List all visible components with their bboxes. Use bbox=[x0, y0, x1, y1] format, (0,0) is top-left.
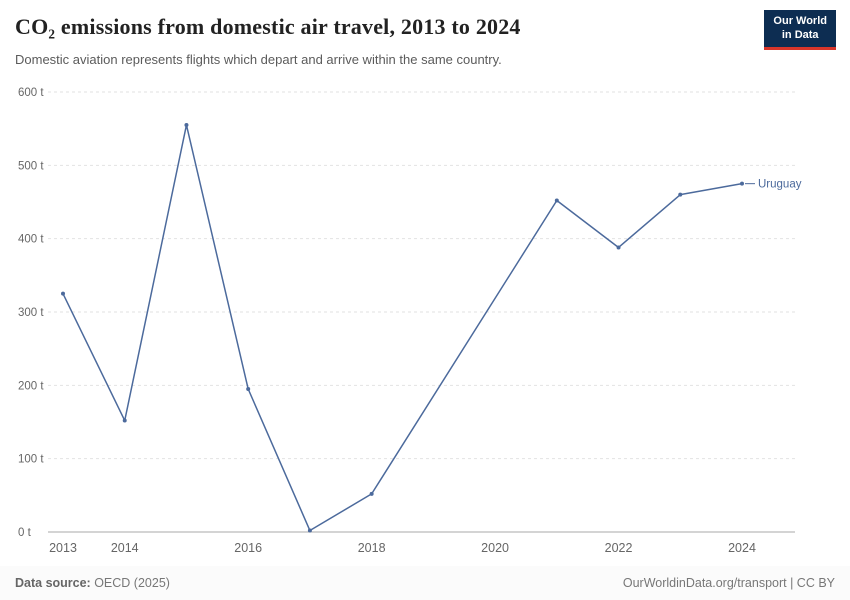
x-tick-label: 2018 bbox=[358, 541, 386, 555]
data-point[interactable] bbox=[369, 491, 374, 496]
footer-link[interactable]: OurWorldinData.org/transport | CC BY bbox=[622, 576, 835, 590]
series-line[interactable] bbox=[62, 124, 743, 532]
logo-line2: in Data bbox=[781, 28, 819, 41]
y-tick-label: 400 t bbox=[18, 234, 44, 246]
data-point[interactable] bbox=[61, 291, 65, 296]
line-chart-canvas: 0 t 100 t 200 t 300 t 400 t 500 t 600 t 2013 201… bbox=[18, 87, 802, 555]
y-tick-label: 300 t bbox=[18, 307, 44, 319]
data-source-label: Data source: bbox=[15, 576, 91, 590]
chart-header: CO₂ emissions from domestic air travel, … bbox=[0, 0, 850, 84]
data-point[interactable] bbox=[184, 123, 189, 127]
data-point[interactable] bbox=[307, 528, 312, 533]
owid-logo[interactable]: Our World in Data bbox=[764, 10, 836, 50]
data-point[interactable] bbox=[246, 387, 251, 391]
x-tick-label: 2022 bbox=[605, 541, 633, 555]
data-point[interactable] bbox=[616, 245, 621, 250]
y-tick-label: 200 t bbox=[18, 380, 44, 392]
x-tick-label: 2024 bbox=[728, 541, 756, 555]
x-tick-label: 2014 bbox=[111, 541, 139, 555]
y-tick-label: 0 t bbox=[18, 527, 32, 539]
page-title: CO₂ emissions from domestic air travel, … bbox=[15, 14, 521, 39]
data-point[interactable] bbox=[740, 181, 744, 186]
data-point[interactable] bbox=[678, 192, 683, 197]
data-source-value: OECD (2025) bbox=[90, 576, 170, 590]
data-source: Data source: OECD (2025) bbox=[15, 576, 170, 590]
y-tick-label: 100 t bbox=[18, 454, 44, 466]
chart-subtitle: Domestic aviation represents flights whi… bbox=[15, 52, 502, 67]
data-point[interactable] bbox=[554, 198, 559, 203]
x-tick-label: 2013 bbox=[49, 541, 77, 555]
y-tick-label: 600 t bbox=[18, 87, 44, 99]
series-label[interactable]: Uruguay bbox=[758, 179, 802, 191]
logo-line1: Our World bbox=[773, 15, 827, 27]
chart-footer: Data source: OECD (2025) OurWorldinData.… bbox=[0, 566, 850, 600]
data-point[interactable] bbox=[122, 418, 127, 423]
y-tick-label: 500 t bbox=[18, 160, 44, 172]
x-tick-label: 2020 bbox=[481, 541, 509, 555]
x-tick-label: 2016 bbox=[234, 541, 262, 555]
